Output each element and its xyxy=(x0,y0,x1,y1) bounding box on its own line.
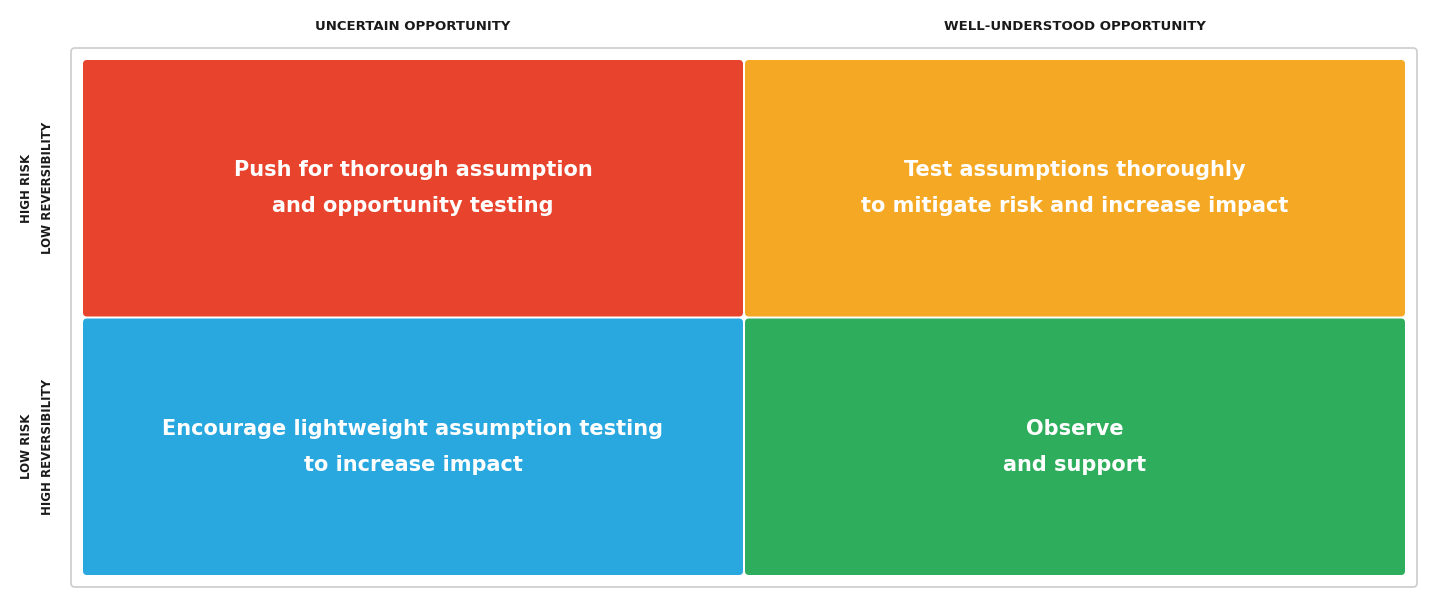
Text: Encourage lightweight assumption testing
to increase impact: Encourage lightweight assumption testing… xyxy=(162,418,663,475)
FancyBboxPatch shape xyxy=(72,48,1417,587)
Text: LOW RISK
HIGH REVERSIBILITY: LOW RISK HIGH REVERSIBILITY xyxy=(20,379,54,515)
Text: WELL-UNDERSTOOD OPPORTUNITY: WELL-UNDERSTOOD OPPORTUNITY xyxy=(944,19,1207,33)
Text: Push for thorough assumption
and opportunity testing: Push for thorough assumption and opportu… xyxy=(234,160,592,216)
FancyBboxPatch shape xyxy=(745,60,1404,317)
FancyBboxPatch shape xyxy=(83,318,742,575)
Text: Observe
and support: Observe and support xyxy=(1003,418,1146,475)
Text: HIGH RISK
LOW REVERSIBILITY: HIGH RISK LOW REVERSIBILITY xyxy=(20,122,54,254)
FancyBboxPatch shape xyxy=(745,318,1404,575)
Text: UNCERTAIN OPPORTUNITY: UNCERTAIN OPPORTUNITY xyxy=(315,19,510,33)
FancyBboxPatch shape xyxy=(83,60,742,317)
Text: Test assumptions thoroughly
to mitigate risk and increase impact: Test assumptions thoroughly to mitigate … xyxy=(861,160,1288,216)
